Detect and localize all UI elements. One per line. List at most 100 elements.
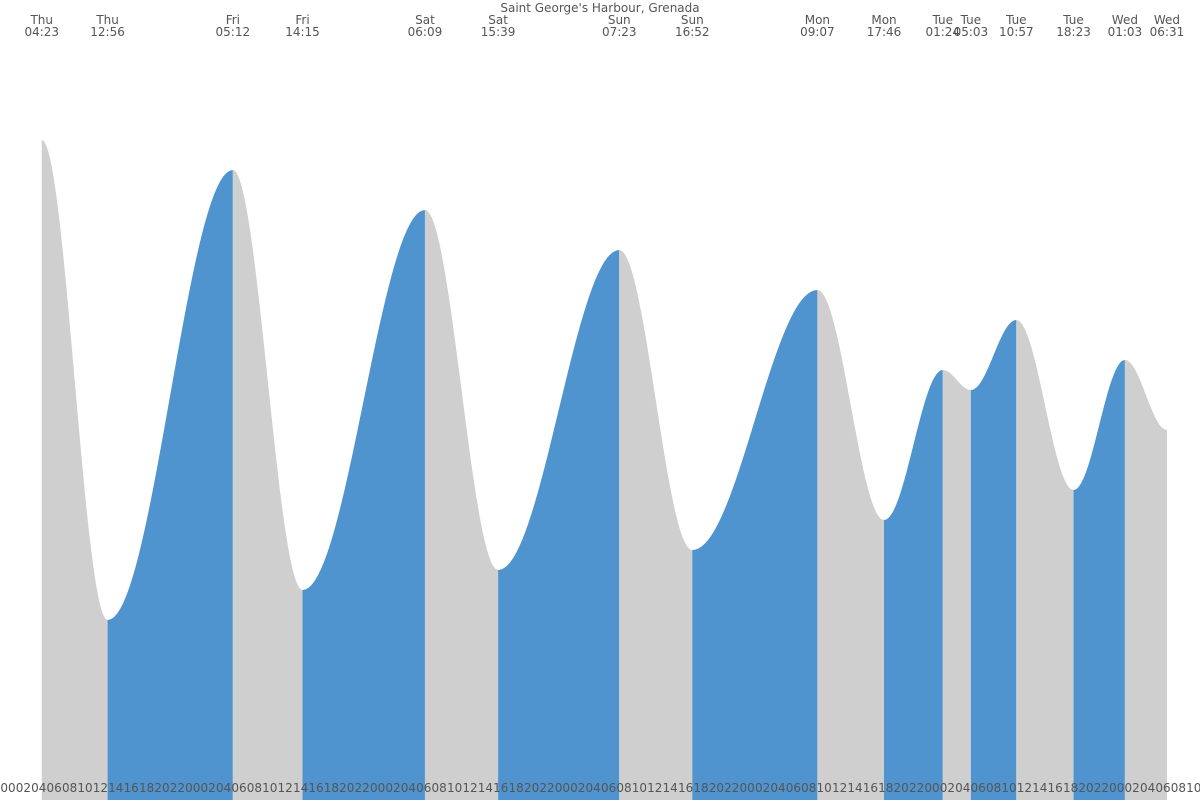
rising-tide: [107, 170, 233, 800]
event-day: Thu: [29, 13, 53, 27]
hour-label: 02: [940, 781, 955, 795]
hour-label: 12: [647, 781, 662, 795]
hour-label: 18: [878, 781, 893, 795]
event-day: Fri: [226, 13, 240, 27]
event-time: 01:03: [1108, 25, 1143, 39]
event-time: 09:07: [800, 25, 835, 39]
hour-label: 00: [740, 781, 755, 795]
hour-label: 08: [1171, 781, 1186, 795]
event-time: 16:52: [675, 25, 710, 39]
hour-label: 10: [1001, 781, 1016, 795]
hour-label: 02: [201, 781, 216, 795]
event-day: Wed: [1154, 13, 1180, 27]
hour-label: 04: [586, 781, 601, 795]
hour-label: 16: [1048, 781, 1063, 795]
hour-label: 04: [770, 781, 785, 795]
hour-label: 02: [570, 781, 585, 795]
hour-label: 08: [432, 781, 447, 795]
hour-label: 22: [1094, 781, 1109, 795]
hour-label: 22: [724, 781, 739, 795]
rising-tide: [498, 250, 620, 800]
event-time: 10:57: [999, 25, 1034, 39]
rising-tide: [1073, 360, 1125, 800]
hour-label: 18: [509, 781, 524, 795]
hour-label: 16: [863, 781, 878, 795]
hour-label: 04: [955, 781, 970, 795]
event-day: Sun: [681, 13, 704, 27]
hour-label: 16: [678, 781, 693, 795]
falling-tide: [41, 140, 108, 800]
hour-label: 22: [539, 781, 554, 795]
event-time: 18:23: [1056, 25, 1091, 39]
hour-label: 14: [108, 781, 123, 795]
falling-tide: [619, 250, 693, 800]
hour-label: 08: [616, 781, 631, 795]
event-time: 01:24: [925, 25, 960, 39]
event-time: 05:03: [954, 25, 989, 39]
hour-label: 18: [1063, 781, 1078, 795]
hour-label: 22: [909, 781, 924, 795]
event-time: 12:56: [90, 25, 125, 39]
hour-label: 10: [447, 781, 462, 795]
hour-label: 06: [1155, 781, 1170, 795]
hour-label: 20: [339, 781, 354, 795]
hour-label: 20: [1078, 781, 1093, 795]
hour-label: 02: [16, 781, 31, 795]
chart-title: Saint George's Harbour, Grenada: [500, 1, 699, 15]
hour-label: 06: [971, 781, 986, 795]
hour-label: 06: [47, 781, 62, 795]
hour-label: 08: [62, 781, 77, 795]
event-day: Tue: [1005, 13, 1027, 27]
falling-tide: [817, 290, 885, 800]
hour-label: 04: [216, 781, 231, 795]
hour-label: 06: [601, 781, 616, 795]
hour-label: 12: [1017, 781, 1032, 795]
hour-label: 14: [847, 781, 862, 795]
hour-label: 10: [632, 781, 647, 795]
event-time: 06:09: [408, 25, 443, 39]
falling-tide: [232, 170, 303, 800]
event-day: Thu: [95, 13, 119, 27]
hour-label: 00: [0, 781, 15, 795]
hour-label: 20: [894, 781, 909, 795]
event-day: Tue: [932, 13, 954, 27]
hour-label: 18: [324, 781, 339, 795]
hour-label: 22: [170, 781, 185, 795]
hour-label: 16: [308, 781, 323, 795]
falling-tide: [1124, 360, 1167, 800]
event-day: Sat: [415, 13, 435, 27]
hour-label: 14: [663, 781, 678, 795]
hour-label: 10: [77, 781, 92, 795]
hour-label: 02: [1125, 781, 1140, 795]
hour-label: 04: [401, 781, 416, 795]
hour-label: 06: [416, 781, 431, 795]
hour-label: 08: [986, 781, 1001, 795]
hour-label: 06: [786, 781, 801, 795]
event-day: Fri: [295, 13, 309, 27]
event-time: 06:31: [1150, 25, 1185, 39]
hour-label: 12: [278, 781, 293, 795]
hour-label: 04: [1140, 781, 1155, 795]
hour-label: 18: [693, 781, 708, 795]
event-day: Tue: [1062, 13, 1084, 27]
falling-tide: [424, 210, 499, 800]
hour-label: 02: [755, 781, 770, 795]
event-day: Mon: [805, 13, 830, 27]
hour-label: 16: [493, 781, 508, 795]
hour-label: 00: [924, 781, 939, 795]
event-time: 07:23: [602, 25, 637, 39]
hour-label: 14: [293, 781, 308, 795]
hour-label: 08: [247, 781, 262, 795]
event-day: Mon: [871, 13, 896, 27]
falling-tide: [942, 370, 971, 800]
hour-label: 08: [801, 781, 816, 795]
hour-label: 20: [154, 781, 169, 795]
event-time: 17:46: [867, 25, 902, 39]
hour-label: 16: [124, 781, 139, 795]
hour-label: 02: [385, 781, 400, 795]
rising-tide: [884, 370, 943, 800]
hour-label: 10: [1186, 781, 1200, 795]
hour-label: 18: [139, 781, 154, 795]
rising-tide: [692, 290, 818, 800]
